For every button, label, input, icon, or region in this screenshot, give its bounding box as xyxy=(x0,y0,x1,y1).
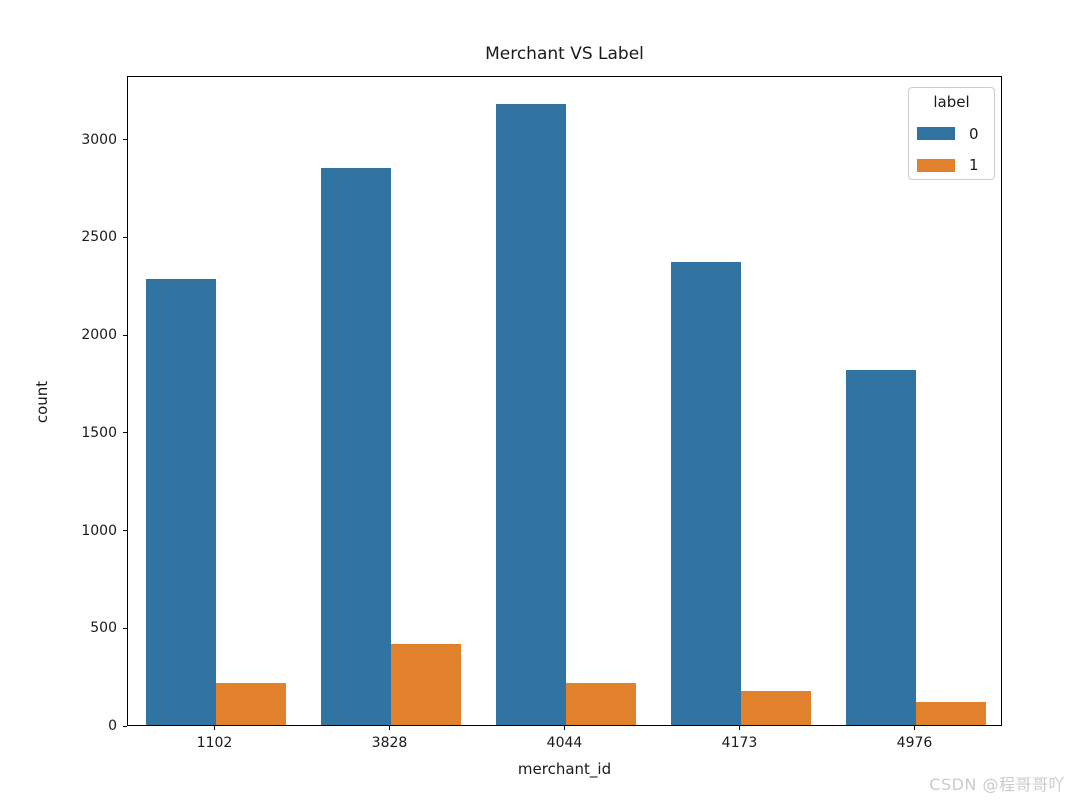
y-tick-mark xyxy=(123,725,127,727)
x-axis-label: merchant_id xyxy=(517,760,612,778)
x-tick-label: 3828 xyxy=(371,735,408,751)
bar-label0-4044 xyxy=(495,104,566,725)
y-tick-label: 2000 xyxy=(81,327,117,344)
chart-title: Merchant VS Label xyxy=(485,44,644,64)
y-tick-label: 2500 xyxy=(81,229,117,246)
bar-label1-1102 xyxy=(215,682,286,725)
y-tick-mark xyxy=(123,530,127,531)
x-tick-mark xyxy=(739,726,740,730)
x-tick-mark xyxy=(914,726,915,730)
bar-label0-3828 xyxy=(320,167,391,725)
y-tick-label: 1500 xyxy=(81,424,117,441)
x-tick-mark xyxy=(564,726,565,730)
legend-entry-1: 1 xyxy=(917,156,986,174)
y-tick-mark xyxy=(123,627,127,629)
legend-swatch-1 xyxy=(917,158,955,172)
legend: label 0 1 xyxy=(908,87,995,180)
legend-title: label xyxy=(933,93,970,111)
bar-label0-1102 xyxy=(145,279,216,725)
bar-label0-4173 xyxy=(670,261,741,725)
legend-entry-label: 0 xyxy=(969,124,979,143)
y-tick-mark xyxy=(123,334,127,336)
y-tick-label: 500 xyxy=(90,620,117,637)
legend-entry-0: 0 xyxy=(917,125,986,143)
x-tick-label: 4173 xyxy=(721,735,758,751)
watermark: CSDN @程哥哥吖 xyxy=(929,775,1065,794)
plot-area xyxy=(127,76,1002,726)
y-tick-mark xyxy=(123,432,127,434)
bar-label1-4173 xyxy=(740,690,811,725)
bar-label0-4976 xyxy=(845,370,916,725)
y-tick-label: 1000 xyxy=(81,522,117,539)
legend-entry-label: 1 xyxy=(969,156,979,174)
y-tick-label: 3000 xyxy=(81,131,117,148)
bar-label1-3828 xyxy=(390,643,461,725)
bar-label1-4044 xyxy=(565,682,636,725)
legend-swatch-0 xyxy=(917,127,955,140)
y-tick-mark xyxy=(123,139,127,141)
x-tick-label: 1102 xyxy=(196,735,233,751)
x-tick-mark xyxy=(389,726,390,730)
x-tick-label: 4976 xyxy=(896,735,933,751)
x-tick-mark xyxy=(214,726,215,730)
bar-label1-4976 xyxy=(915,701,986,725)
y-tick-label: 0 xyxy=(108,718,117,734)
y-tick-mark xyxy=(123,236,127,238)
x-tick-label: 4044 xyxy=(546,735,583,751)
